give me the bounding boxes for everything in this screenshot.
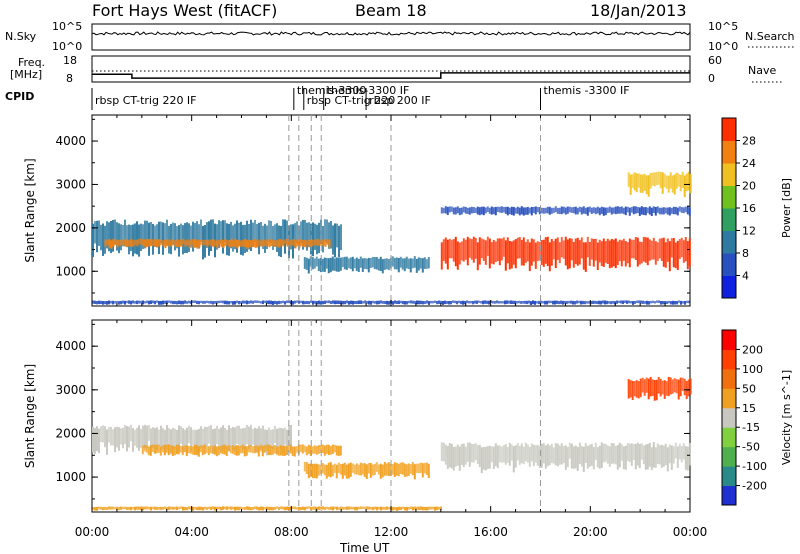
noise-panel: N.Sky 10^5 10^0 10^5 10^0 N.Search bbox=[5, 20, 795, 53]
y-tick-label: 4000 bbox=[55, 339, 86, 353]
echo-region bbox=[303, 256, 430, 274]
colorbar-swatch bbox=[722, 388, 736, 409]
freq-label: Freq. bbox=[18, 56, 45, 69]
nsky-tick-bottom: 10^0 bbox=[52, 40, 82, 53]
x-tick-label: 16:00 bbox=[473, 525, 508, 539]
colorbar-tick-label: 20 bbox=[742, 180, 756, 193]
y-tick-label: 3000 bbox=[55, 383, 86, 397]
colorbar-tick-label: -50 bbox=[742, 441, 760, 454]
colorbar-tick-label: 8 bbox=[742, 247, 749, 260]
y-tick-label: 1000 bbox=[55, 470, 86, 484]
colorbar-tick-label: 4 bbox=[742, 270, 749, 283]
nave-label: Nave bbox=[748, 64, 776, 77]
colorbar-tick-label: 50 bbox=[742, 382, 756, 395]
y-tick-label: 3000 bbox=[55, 177, 86, 191]
echo-region bbox=[627, 171, 692, 198]
nsearch-tick-bottom: 10^0 bbox=[708, 40, 738, 53]
colorbar-tick-label: 100 bbox=[742, 363, 763, 376]
colorbar-swatch bbox=[722, 368, 736, 389]
nsky-tick-top: 10^5 bbox=[52, 20, 82, 33]
colorbar-tick-label: 28 bbox=[742, 135, 756, 148]
colorbar-tick-label: 12 bbox=[742, 225, 756, 238]
colorbar-tick-label: 16 bbox=[742, 202, 756, 215]
x-tick-label: 12:00 bbox=[374, 525, 409, 539]
cpid-entry: rbsp CT-trig 220 IF bbox=[95, 94, 197, 107]
echo-region bbox=[440, 442, 691, 473]
freq-unit-label: [MHz] bbox=[10, 68, 42, 81]
x-tick-label: 08:00 bbox=[274, 525, 309, 539]
x-tick-label: 00:00 bbox=[75, 525, 110, 539]
x-tick-label: 20:00 bbox=[573, 525, 608, 539]
colorbar-swatch bbox=[722, 446, 736, 467]
freq-panel: Freq. [MHz] 18 8 60 0 Nave bbox=[10, 54, 782, 85]
colorbar-swatch bbox=[722, 407, 736, 428]
colorbar-swatch bbox=[722, 349, 736, 370]
colorbar-swatch bbox=[722, 118, 736, 141]
echo-region bbox=[92, 424, 292, 456]
cpid-label: CPID bbox=[5, 90, 34, 103]
x-tick-label: 04:00 bbox=[174, 525, 209, 539]
radar-title: Fort Hays West (fitACF) bbox=[92, 1, 277, 20]
velocity-colorbar: 200 100 50 15 -15 -50 -100 -200 Velocity [m s^-1… bbox=[721, 329, 793, 506]
freq-tick-top: 18 bbox=[63, 54, 77, 67]
colorbar-label: Velocity [m s^-1] bbox=[780, 370, 793, 465]
x-axis-label: Time UT bbox=[339, 541, 390, 554]
beam-title: Beam 18 bbox=[355, 1, 427, 20]
date-title: 18/Jan/2013 bbox=[590, 1, 687, 20]
nsearch-tick-top: 10^5 bbox=[708, 20, 738, 33]
cpid-row: CPID rbsp CT-trig 220 IF themis-3300rbsp … bbox=[5, 84, 630, 110]
echo-region bbox=[92, 506, 442, 511]
colorbar-swatch bbox=[722, 427, 736, 448]
echo-region bbox=[440, 206, 691, 216]
echo-region bbox=[440, 236, 691, 272]
colorbar-swatch bbox=[722, 485, 736, 506]
colorbar-swatch bbox=[722, 230, 736, 254]
colorbar-swatch bbox=[722, 185, 736, 209]
colorbar-swatch bbox=[722, 208, 736, 231]
echo-region bbox=[141, 444, 342, 457]
y-axis-label: Slant Range [km] bbox=[23, 364, 37, 468]
colorbar-swatch bbox=[722, 140, 736, 164]
colorbar-swatch bbox=[722, 466, 736, 487]
cpid-entry: themis-3300 IF bbox=[327, 84, 410, 97]
cpid-entry: rbsp 200 IF bbox=[369, 94, 431, 107]
echo-region bbox=[303, 461, 430, 480]
colorbar-tick-label: 24 bbox=[742, 157, 756, 170]
colorbar-swatch bbox=[722, 330, 736, 350]
nave-tick-top: 60 bbox=[708, 54, 722, 67]
colorbar-swatch bbox=[722, 253, 736, 276]
power-colorbar: 28 24 20 16 12 8 4 Power [dB] bbox=[721, 117, 793, 299]
colorbar-tick-label: -100 bbox=[742, 460, 767, 473]
echo-region bbox=[104, 238, 331, 249]
x-tick-label: 00:00 bbox=[673, 525, 708, 539]
colorbar-swatch bbox=[722, 275, 736, 299]
cpid-entry: themis -3300 IF bbox=[544, 84, 630, 97]
nsky-series bbox=[91, 31, 691, 49]
cpid-entry: rbsp CT-trig 220 bbox=[307, 94, 395, 107]
colorbar-tick-label: 15 bbox=[742, 402, 756, 415]
power-panel: 1000 2000 3000 4000 Slant Range [km] bbox=[23, 114, 692, 307]
y-tick-label: 1000 bbox=[55, 264, 86, 278]
y-tick-label: 2000 bbox=[55, 426, 86, 440]
nave-tick-bottom: 0 bbox=[708, 72, 715, 85]
freq-tick-bottom: 8 bbox=[66, 72, 73, 85]
nsearch-label: N.Search bbox=[745, 30, 795, 43]
nsky-label: N.Sky bbox=[5, 30, 37, 43]
y-tick-label: 4000 bbox=[55, 134, 86, 148]
time-axis: 00:00 04:00 08:00 12:00 16:00 20:00 00:00 bbox=[75, 525, 708, 539]
velocity-panel: 1000 2000 3000 4000 Slant Range [km] bbox=[23, 319, 692, 513]
colorbar-tick-label: -200 bbox=[742, 480, 767, 493]
y-tick-label: 2000 bbox=[55, 221, 86, 235]
colorbar-swatch bbox=[722, 163, 736, 186]
colorbar-tick-label: 200 bbox=[742, 343, 763, 356]
colorbar-label: Power [dB] bbox=[780, 178, 793, 238]
y-axis-label: Slant Range [km] bbox=[23, 158, 37, 262]
colorbar-tick-label: -15 bbox=[742, 421, 760, 434]
cpid-entry: themis-3300 bbox=[297, 84, 367, 97]
freq-series bbox=[92, 72, 690, 79]
